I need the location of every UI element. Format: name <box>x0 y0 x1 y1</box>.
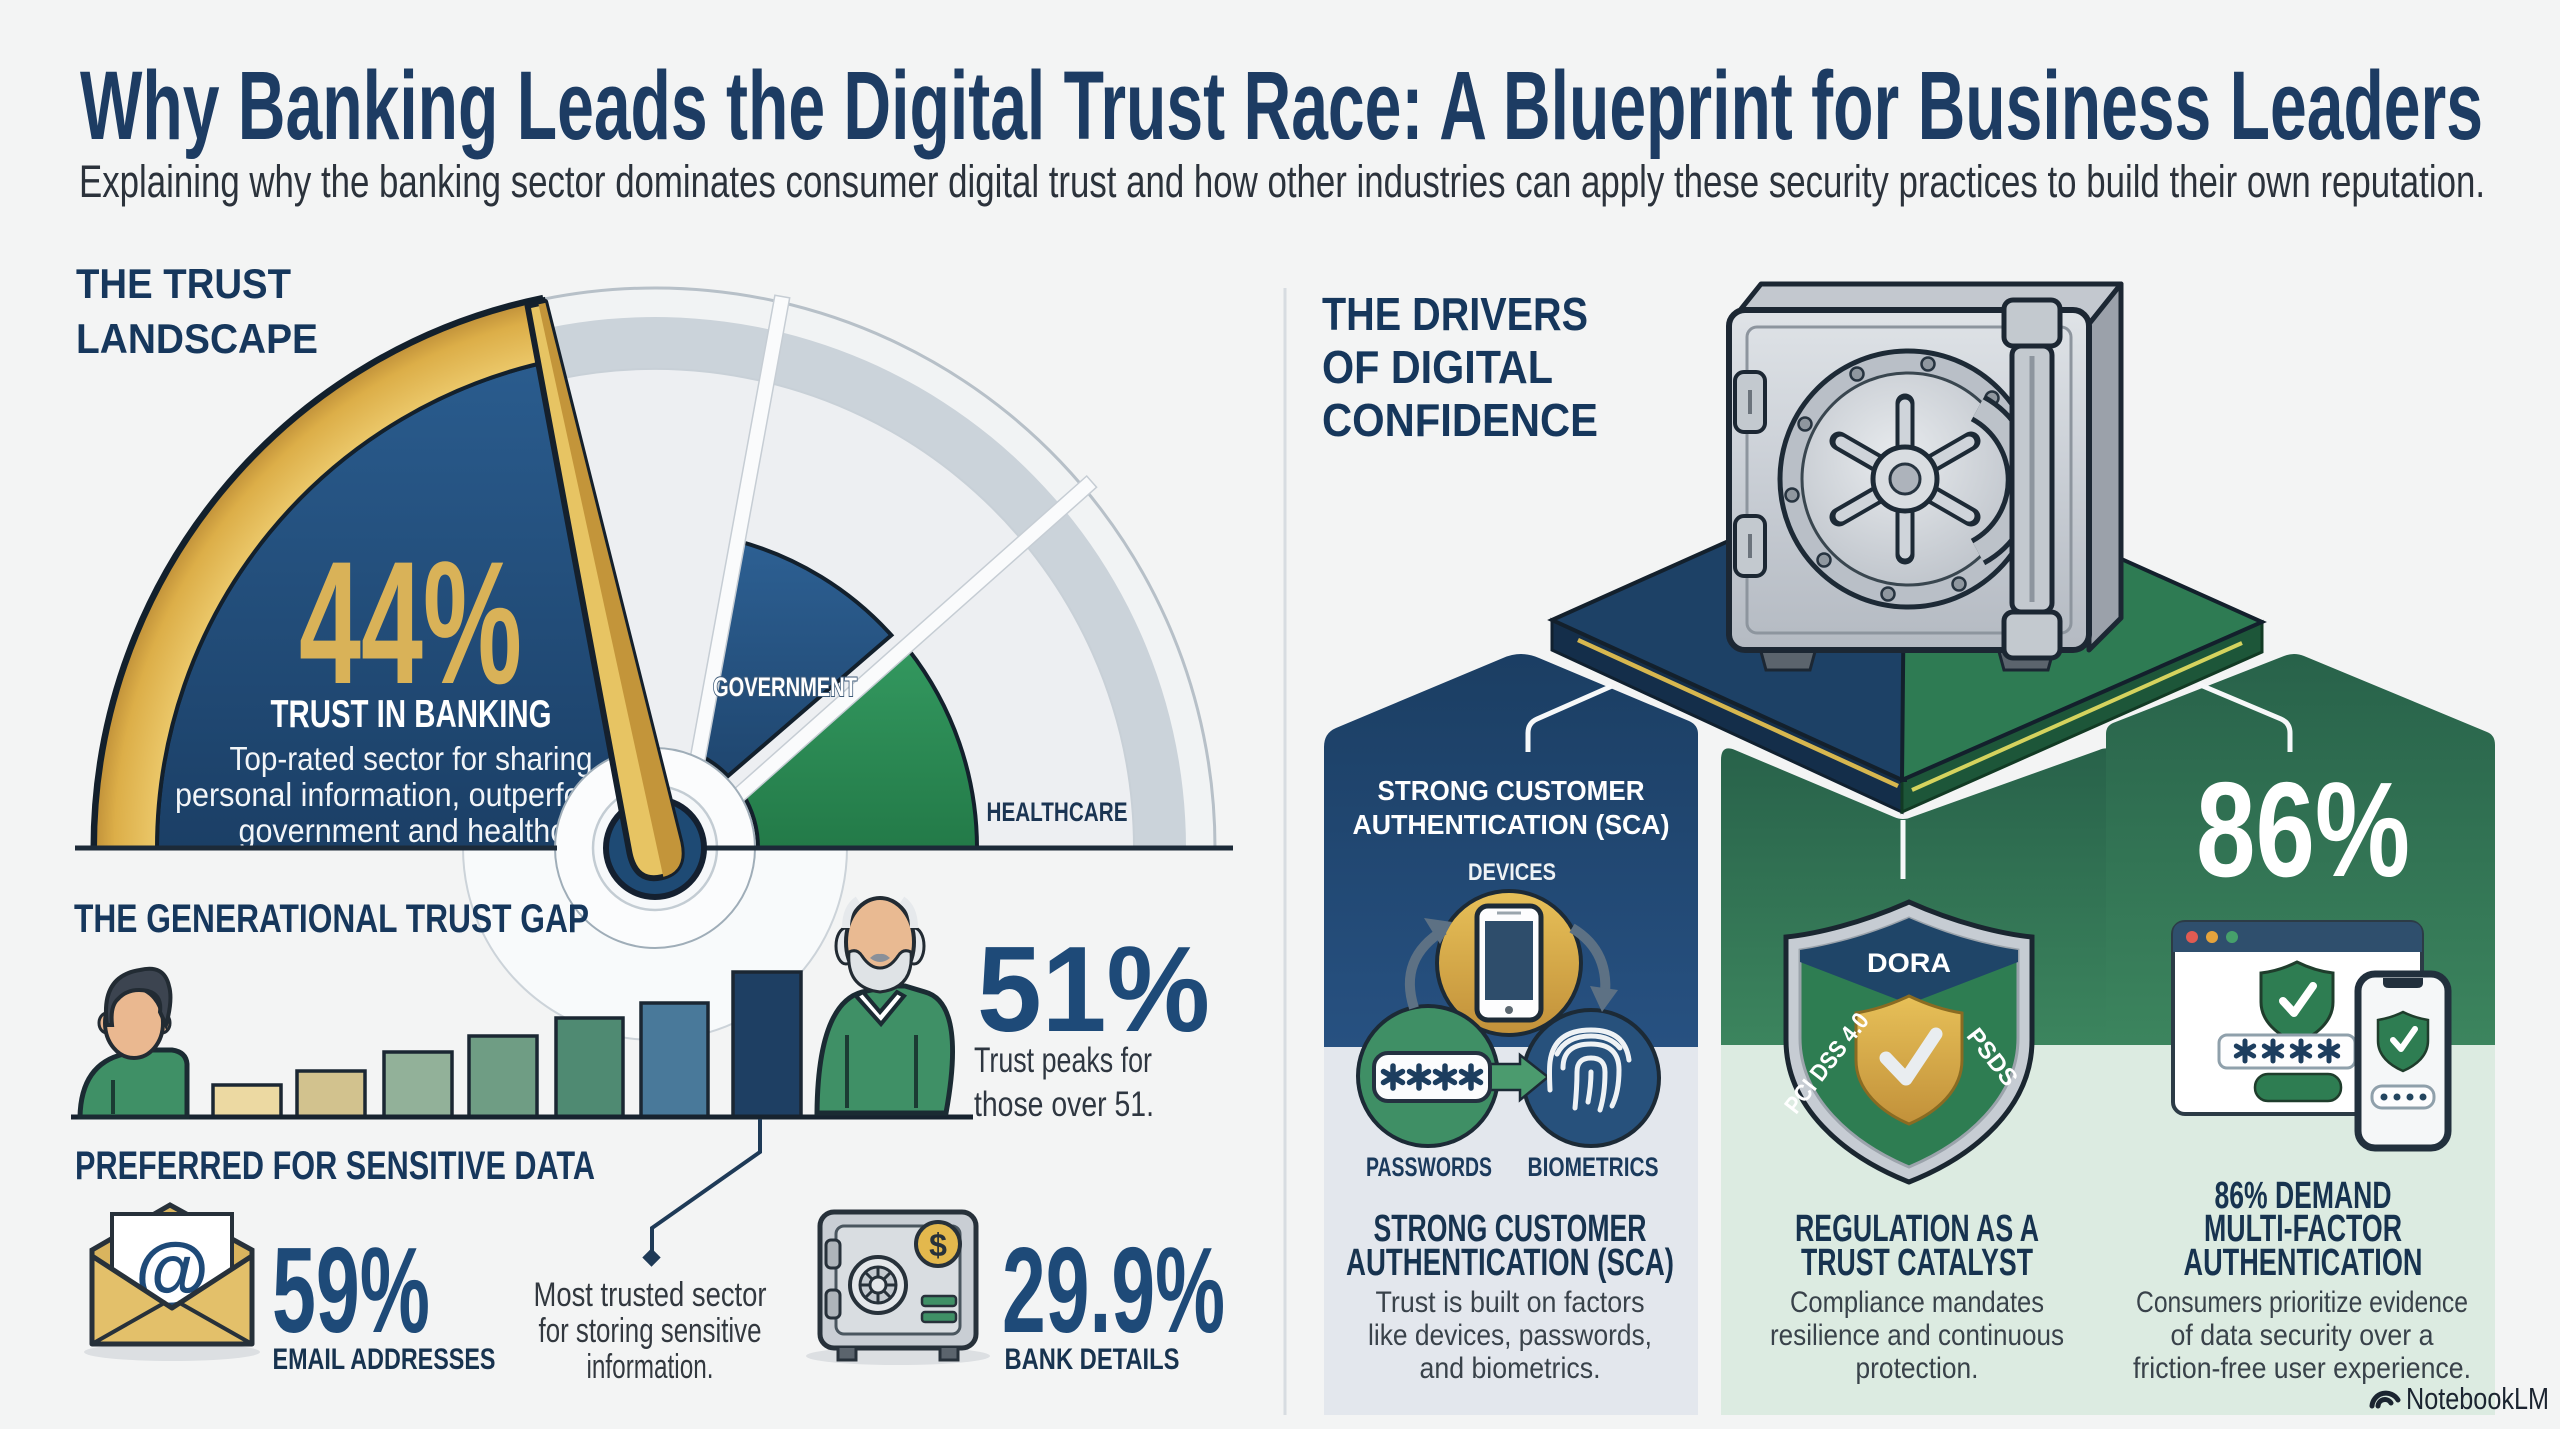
svg-text:and biometrics.: and biometrics. <box>1420 1352 1601 1385</box>
svg-text:like devices, passwords,: like devices, passwords, <box>1368 1319 1652 1352</box>
svg-text:for storing sensitive: for storing sensitive <box>539 1312 762 1350</box>
svg-text:86%: 86% <box>2196 754 2410 905</box>
svg-text:resilience and continuous: resilience and continuous <box>1770 1319 2064 1352</box>
svg-text:TRUST IN BANKING: TRUST IN BANKING <box>271 693 552 736</box>
svg-text:THE GENERATIONAL TRUST GAP: THE GENERATIONAL TRUST GAP <box>74 897 589 941</box>
svg-text:information.: information. <box>587 1348 714 1386</box>
svg-text:DEVICES: DEVICES <box>1468 859 1556 886</box>
svg-text:BANK DETAILS: BANK DETAILS <box>1005 1343 1180 1376</box>
svg-text:government and healthcare: government and healthcare <box>239 812 610 849</box>
svg-text:Why Banking Leads the Digital: Why Banking Leads the Digital Trust Race… <box>80 51 2483 160</box>
svg-text:AUTHENTICATION: AUTHENTICATION <box>2184 1242 2423 1284</box>
svg-text:EMAIL ADDRESSES: EMAIL ADDRESSES <box>273 1343 496 1376</box>
svg-text:BIOMETRICS: BIOMETRICS <box>1528 1152 1659 1182</box>
svg-text:those over 51.: those over 51. <box>974 1085 1154 1124</box>
svg-text:Trust peaks for: Trust peaks for <box>974 1041 1152 1080</box>
svg-text:HEALTHCARE: HEALTHCARE <box>987 797 1128 827</box>
svg-text:Explaining why the banking sec: Explaining why the banking sector domina… <box>79 156 2485 207</box>
svg-text:THE DRIVERS: THE DRIVERS <box>1322 288 1588 340</box>
svg-text:Consumers prioritize evidence: Consumers prioritize evidence <box>2136 1286 2468 1319</box>
svg-text:Trust is built on factors: Trust is built on factors <box>1376 1286 1645 1319</box>
svg-text:protection.: protection. <box>1856 1352 1979 1385</box>
svg-text:$: $ <box>929 1227 947 1263</box>
svg-text:REGULATION AS A: REGULATION AS A <box>1795 1208 2039 1250</box>
svg-text:NotebookLM: NotebookLM <box>2406 1381 2549 1416</box>
svg-text:86% DEMAND: 86% DEMAND <box>2215 1175 2392 1217</box>
svg-text:of data security over a: of data security over a <box>2171 1319 2434 1352</box>
svg-text:AUTHENTICATION (SCA): AUTHENTICATION (SCA) <box>1346 1242 1674 1284</box>
svg-text:Top-rated sector for sharing: Top-rated sector for sharing <box>230 740 593 777</box>
svg-text:Most trusted sector: Most trusted sector <box>534 1276 767 1314</box>
svg-text:59%: 59% <box>272 1222 430 1358</box>
svg-text:AUTHENTICATION (SCA): AUTHENTICATION (SCA) <box>1353 809 1670 840</box>
svg-text:MULTI-FACTOR: MULTI-FACTOR <box>2204 1208 2402 1250</box>
svg-text:friction-free user experience.: friction-free user experience. <box>2133 1352 2471 1385</box>
svg-text:29.9%: 29.9% <box>1002 1222 1225 1358</box>
svg-text:STRONG CUSTOMER: STRONG CUSTOMER <box>1378 775 1645 806</box>
svg-text:GOVERNMENT: GOVERNMENT <box>713 672 857 702</box>
svg-text:STRONG CUSTOMER: STRONG CUSTOMER <box>1374 1208 1647 1250</box>
svg-text:TRUST CATALYST: TRUST CATALYST <box>1801 1242 2033 1284</box>
svg-text:PASSWORDS: PASSWORDS <box>1366 1152 1492 1182</box>
svg-text:PREFERRED FOR SENSITIVE DATA: PREFERRED FOR SENSITIVE DATA <box>75 1144 595 1188</box>
svg-text:51%: 51% <box>977 921 1210 1057</box>
svg-text:CONFIDENCE: CONFIDENCE <box>1322 394 1598 446</box>
svg-text:THE TRUST: THE TRUST <box>76 260 291 307</box>
svg-text:Compliance mandates: Compliance mandates <box>1790 1286 2044 1319</box>
svg-text:OF DIGITAL: OF DIGITAL <box>1322 341 1553 393</box>
svg-text:DORA: DORA <box>1867 948 1951 978</box>
svg-text:44%: 44% <box>299 526 522 721</box>
svg-text:LANDSCAPE: LANDSCAPE <box>76 315 318 362</box>
